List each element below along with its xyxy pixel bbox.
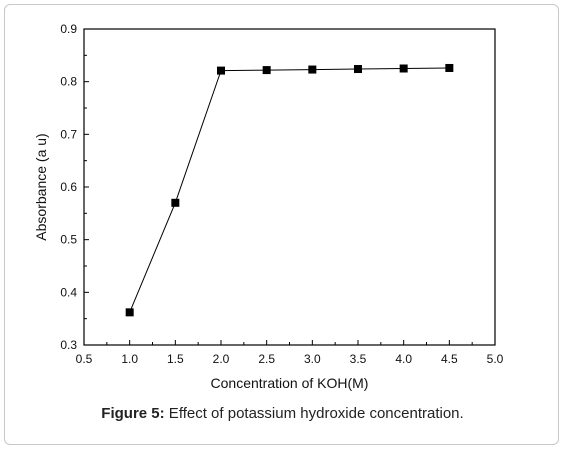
y-axis-ticks: 0.3 0.4 0.5 0.6 0.7 0.8 0.9: [60, 22, 89, 352]
series-line: [129, 67, 450, 313]
y-tick-label: 0.9: [60, 22, 77, 36]
y-axis-title: Absorbance (a u): [33, 133, 49, 240]
figure-frame: [4, 4, 559, 445]
data-point-marker: [445, 63, 454, 72]
x-tick-label: 3.5: [350, 352, 367, 366]
x-tick-label: 0.5: [76, 352, 93, 366]
x-tick-label: 4.5: [441, 352, 458, 366]
plot-area-frame: [83, 28, 496, 346]
data-point-marker: [262, 66, 271, 75]
x-axis-ticks: 0.5 1.0 1.5 2.0 2.5 3.0 3.5 4.0 4.5 5.0: [76, 340, 504, 366]
x-tick-label: 3.0: [304, 352, 321, 366]
data-point-marker: [308, 65, 317, 74]
x-axis-title: Concentration of KOH(M): [211, 375, 369, 391]
x-tick-label: 4.0: [395, 352, 412, 366]
y-tick-label: 0.7: [60, 127, 77, 141]
y-tick-label: 0.5: [60, 233, 77, 247]
y-tick-label: 0.8: [60, 75, 77, 89]
x-tick-label: 1.5: [167, 352, 184, 366]
data-point-marker: [217, 66, 225, 75]
x-tick-label: 2.0: [213, 352, 230, 366]
data-series: [125, 63, 454, 317]
data-point-marker: [171, 198, 180, 207]
x-tick-label: 1.0: [121, 352, 138, 366]
y-tick-label: 0.3: [60, 338, 77, 352]
y-tick-label: 0.4: [60, 285, 77, 299]
x-tick-label: 5.0: [487, 352, 504, 366]
x-tick-label: 2.5: [258, 352, 275, 366]
data-point-marker: [125, 308, 134, 317]
y-tick-label: 0.6: [60, 180, 77, 194]
figure-caption-text: Effect of potassium hydroxide concentrat…: [164, 405, 464, 422]
figure-caption: Figure 5: Effect of potassium hydroxide …: [0, 405, 565, 422]
data-point-marker: [399, 64, 408, 73]
figure-number: Figure 5:: [101, 405, 165, 422]
data-point-marker: [354, 65, 362, 74]
